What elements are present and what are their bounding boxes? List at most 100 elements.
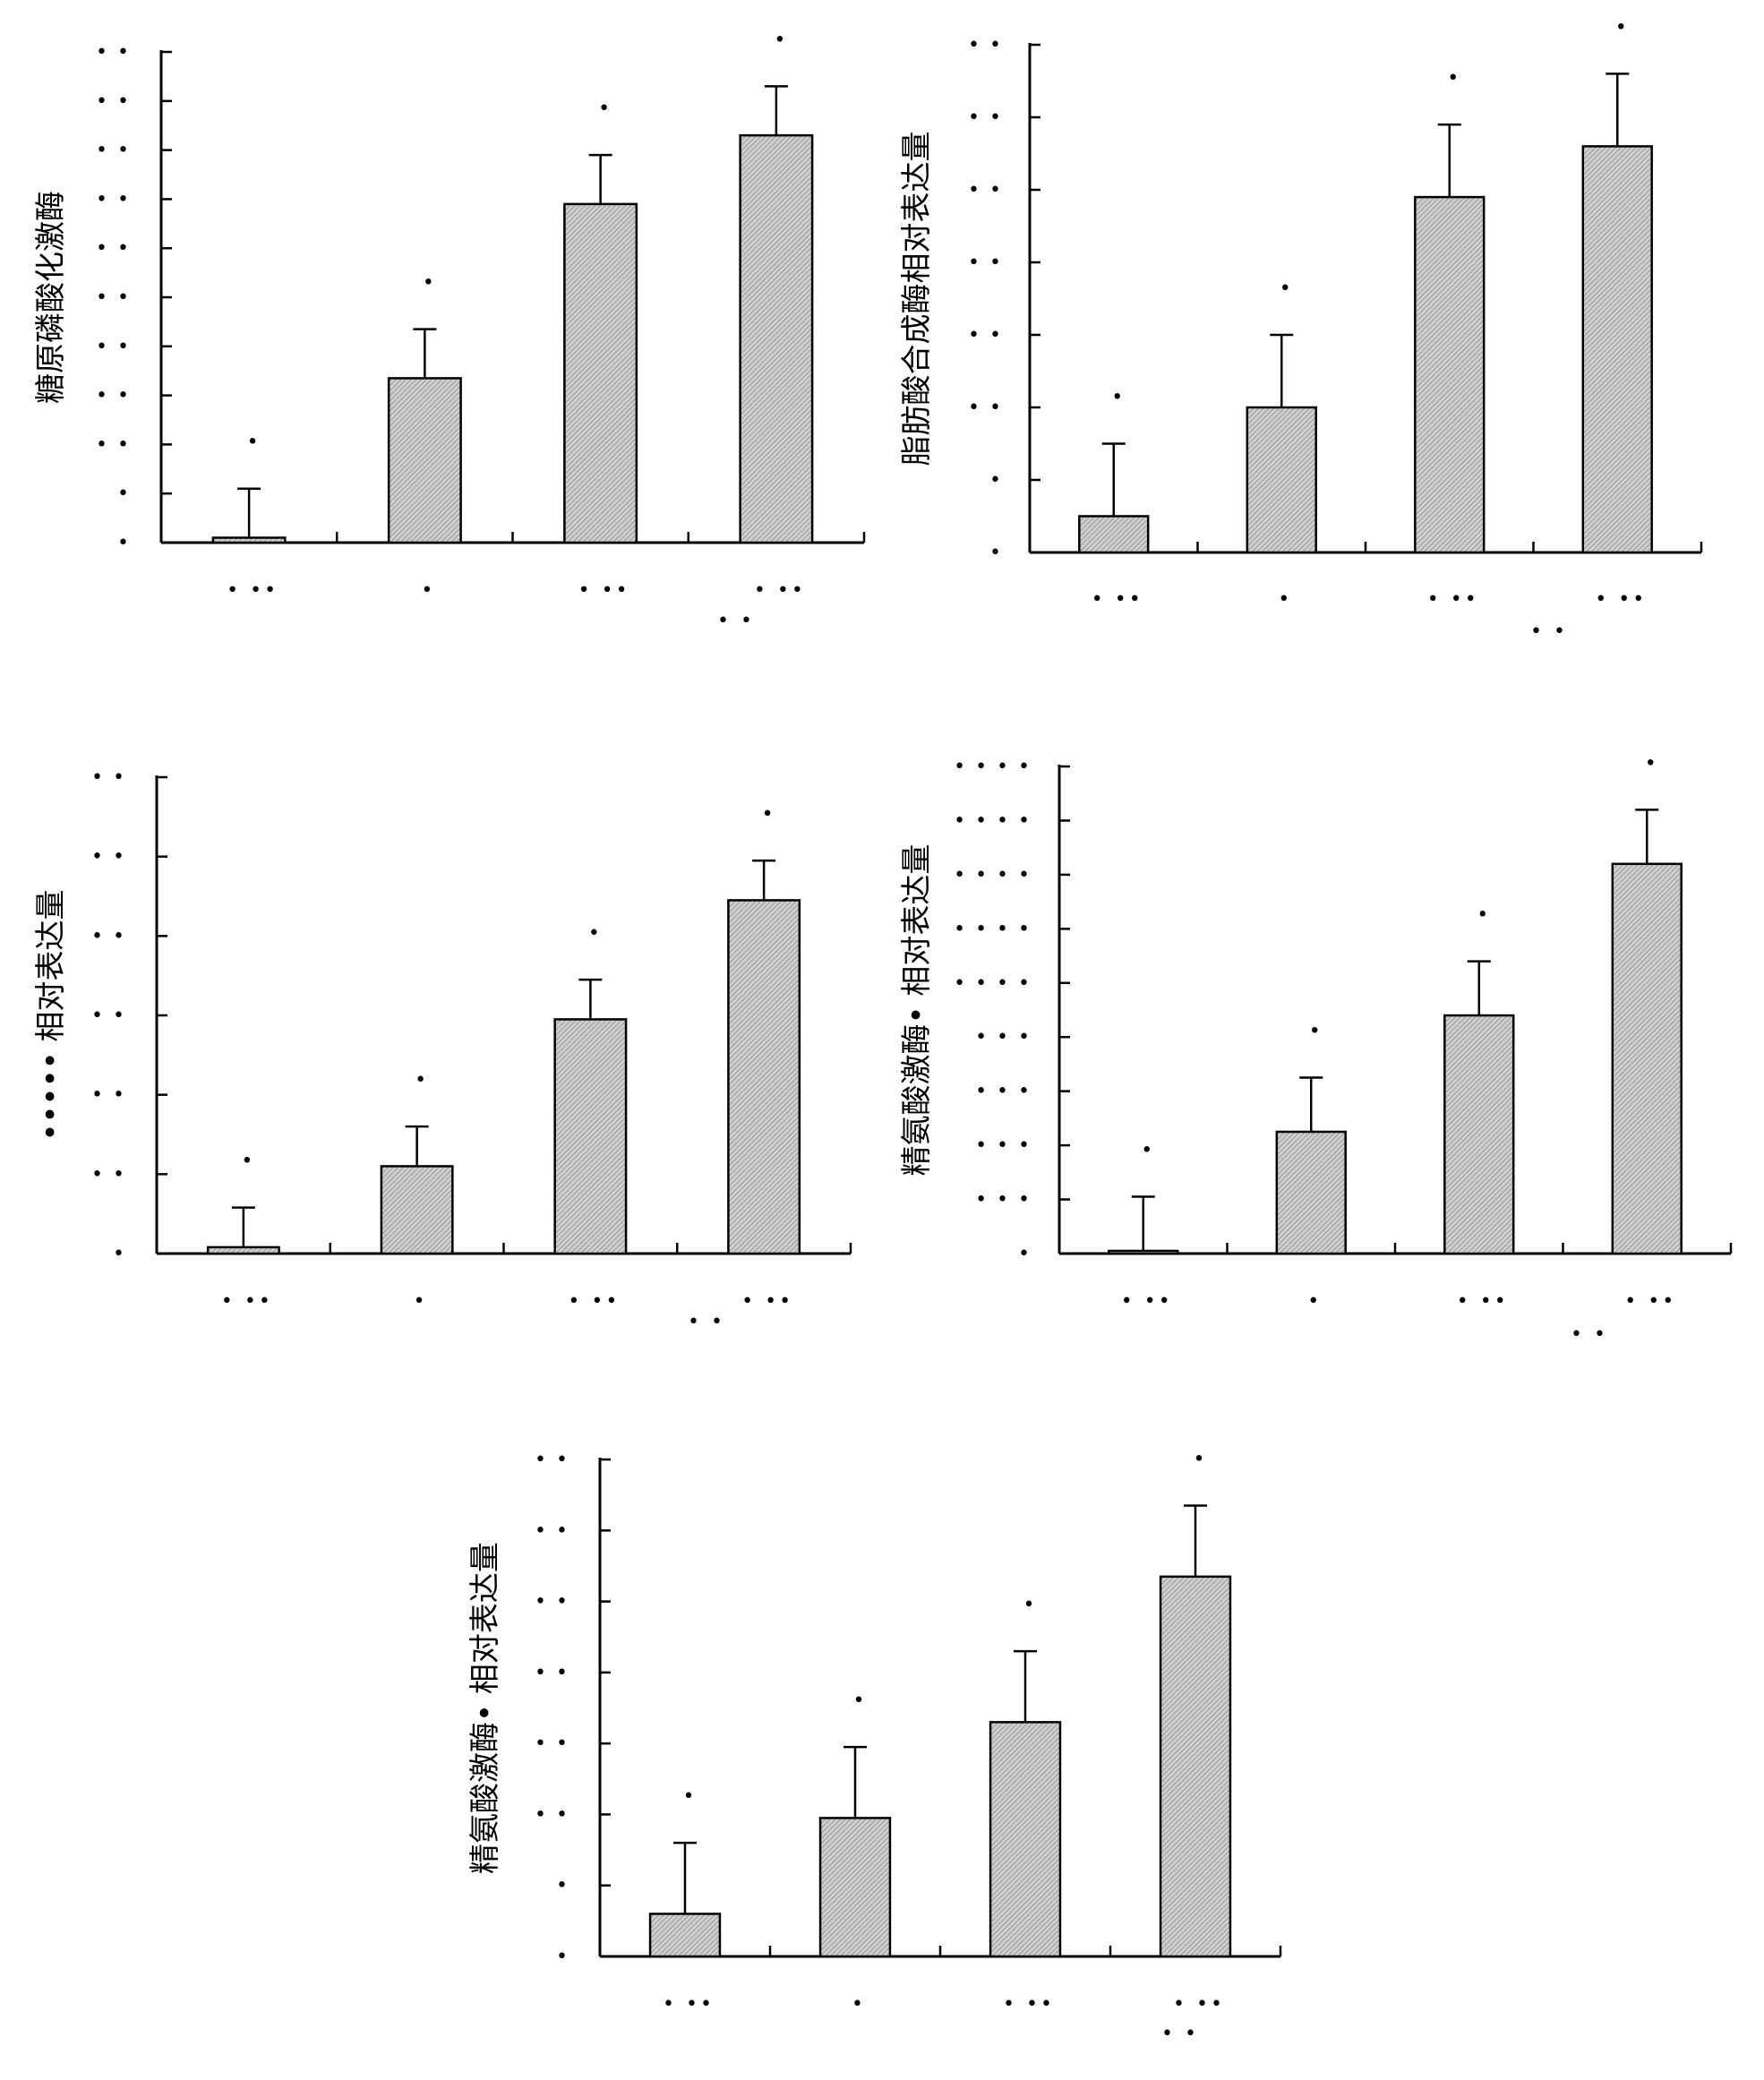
bar bbox=[989, 1721, 1062, 1958]
y-tick-label: • • bbox=[96, 287, 131, 309]
significance-mark: • bbox=[598, 98, 610, 120]
bar bbox=[211, 536, 287, 544]
y-tick-label: • bbox=[989, 469, 1003, 492]
bar bbox=[1414, 195, 1486, 554]
y-tick-label: • bbox=[1018, 1243, 1032, 1265]
y-tick-label: • • bbox=[535, 1733, 569, 1755]
y-tick-label: • • • bbox=[975, 1189, 1032, 1211]
y-tick-label: • • • • bbox=[954, 918, 1032, 940]
y-tick-label: • • bbox=[968, 252, 1003, 274]
y-tick-label: • • bbox=[96, 336, 131, 358]
significance-mark: • bbox=[1111, 387, 1123, 409]
category-label: • •• bbox=[1457, 1290, 1509, 1313]
category-label: • •• bbox=[741, 1290, 793, 1313]
category-label: • •• bbox=[1624, 1290, 1676, 1313]
significance-mark: • bbox=[1447, 67, 1459, 90]
y-tick-label: • • bbox=[91, 1005, 126, 1027]
significance-mark: • bbox=[415, 1069, 426, 1091]
category-label: • bbox=[414, 1290, 428, 1313]
significance-mark: • bbox=[1141, 1140, 1152, 1162]
chart-panel-2: ••• •• •• •• •• •• ••• •••••• •••• ••• •… bbox=[899, 16, 1703, 643]
category-label: • •• bbox=[1173, 1993, 1225, 2016]
group-note-label: • • bbox=[1571, 1323, 1608, 1346]
y-tick-label: • • bbox=[91, 1163, 126, 1186]
category-label: • •• bbox=[227, 579, 278, 602]
y-tick-label: • • • • bbox=[954, 756, 1032, 778]
y-axis-label: ••••• 相对表达量 bbox=[33, 889, 69, 1141]
significance-mark: • bbox=[423, 272, 434, 295]
significance-mark: • bbox=[774, 29, 785, 51]
y-tick-label: • bbox=[117, 483, 131, 505]
category-label: • •• bbox=[754, 579, 806, 602]
significance-mark: • bbox=[1309, 1021, 1321, 1043]
category-label: • •• bbox=[221, 1290, 273, 1313]
group-note-label: • • bbox=[1530, 621, 1568, 643]
category-label: • •• bbox=[663, 1993, 715, 2016]
bar bbox=[1159, 1575, 1232, 1958]
significance-mark: • bbox=[1280, 278, 1291, 300]
significance-mark: • bbox=[247, 432, 259, 454]
y-axis-label: 脂肪酸合成酶相对表达量 bbox=[899, 132, 935, 467]
y-tick-label: • • bbox=[96, 433, 131, 456]
y-tick-label: • bbox=[556, 1875, 569, 1897]
y-tick-label: • • • bbox=[975, 1081, 1032, 1103]
y-axis-label: 精氨酸激酶• 相对表达量 bbox=[899, 844, 935, 1177]
bar bbox=[1108, 1249, 1179, 1255]
group-note-label: • • bbox=[688, 1311, 725, 1333]
bar bbox=[1611, 862, 1683, 1255]
y-tick-label: • • • bbox=[975, 1134, 1032, 1157]
chart-panel-4: •• • •• • •• • •• • •• • • •• • • •• • •… bbox=[899, 752, 1733, 1346]
significance-mark: • bbox=[1645, 752, 1657, 775]
y-tick-label: • • bbox=[91, 846, 126, 869]
category-label: • •• bbox=[568, 1290, 620, 1313]
significance-mark: • bbox=[1194, 1449, 1205, 1471]
y-tick-label: • • bbox=[96, 385, 131, 407]
bar bbox=[1078, 515, 1150, 554]
y-tick-label: • • bbox=[535, 1662, 569, 1684]
y-tick-label: • • bbox=[535, 1449, 569, 1471]
significance-mark: • bbox=[762, 803, 774, 826]
y-tick-label: • • bbox=[91, 925, 126, 947]
y-tick-label: • • bbox=[968, 107, 1003, 129]
bar bbox=[727, 899, 801, 1255]
category-label: • •• bbox=[578, 579, 630, 602]
bar bbox=[1443, 1014, 1515, 1255]
significance-mark: • bbox=[853, 1690, 865, 1712]
bar bbox=[206, 1245, 280, 1255]
y-tick-label: • • bbox=[968, 397, 1003, 419]
y-tick-label: • bbox=[556, 1946, 569, 1968]
bar bbox=[739, 133, 814, 544]
significance-mark: • bbox=[1615, 16, 1627, 39]
y-tick-label: • • • • bbox=[954, 972, 1032, 995]
significance-mark: • bbox=[1023, 1594, 1035, 1616]
y-axis-label: 精氨酸激酶• 相对表达量 bbox=[467, 1542, 503, 1874]
y-tick-label: • • bbox=[96, 140, 131, 162]
y-tick-label: • • bbox=[96, 90, 131, 113]
chart-panel-1: ••• •• •• •• •• •• •• •• •• ••• •••••• •… bbox=[33, 29, 866, 632]
category-label: • •• bbox=[1595, 588, 1647, 611]
y-tick-label: • • bbox=[968, 179, 1003, 201]
category-label: • •• bbox=[1092, 588, 1143, 611]
category-label: • bbox=[1307, 1290, 1322, 1313]
significance-mark: • bbox=[241, 1151, 253, 1173]
y-tick-label: • • bbox=[91, 766, 126, 789]
category-label: • bbox=[852, 1993, 866, 2016]
y-tick-label: • • bbox=[535, 1519, 569, 1542]
y-tick-label: • • • • bbox=[954, 809, 1032, 832]
y-tick-label: • • bbox=[535, 1803, 569, 1826]
bar bbox=[1581, 145, 1653, 554]
category-label: • •• bbox=[1003, 1993, 1055, 2016]
bar bbox=[1246, 406, 1317, 554]
y-tick-label: • bbox=[113, 1243, 126, 1265]
category-label: • •• bbox=[1427, 588, 1479, 611]
y-tick-label: • bbox=[117, 532, 131, 554]
significance-mark: • bbox=[683, 1785, 695, 1808]
y-tick-label: • • bbox=[968, 324, 1003, 347]
y-tick-label: • • bbox=[91, 1084, 126, 1107]
category-label: • bbox=[1278, 588, 1292, 611]
y-tick-label: • • bbox=[968, 34, 1003, 56]
chart-panel-3: •• •• •• •• •• •• ••• •••••• •••• ••• ••… bbox=[33, 766, 852, 1333]
y-tick-label: • bbox=[989, 542, 1003, 564]
bar bbox=[553, 1018, 628, 1255]
